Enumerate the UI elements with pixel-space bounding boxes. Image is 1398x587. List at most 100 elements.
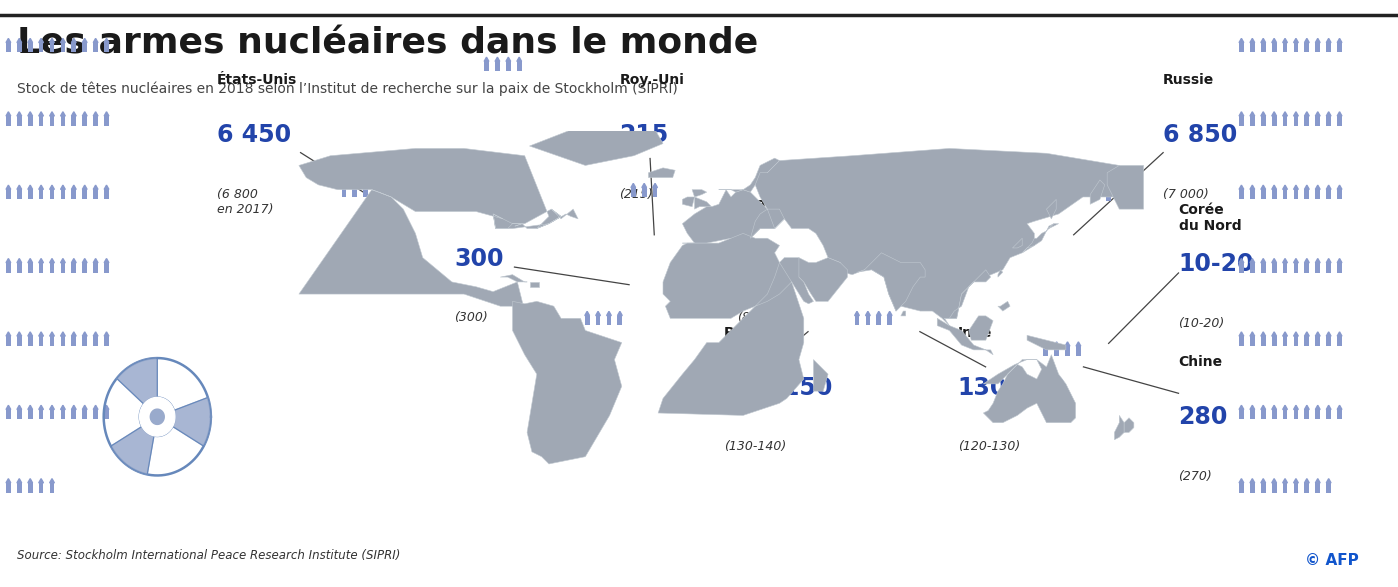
Bar [1338,190,1342,199]
Bar [1250,336,1255,346]
Bar [1076,346,1081,356]
Bar [82,263,87,272]
Polygon shape [596,311,600,316]
Polygon shape [653,183,657,188]
Polygon shape [1239,38,1244,43]
Polygon shape [1338,38,1342,43]
Polygon shape [1293,185,1299,190]
Polygon shape [60,38,66,43]
Bar [17,483,22,492]
Text: 215: 215 [619,123,668,147]
Polygon shape [60,112,66,116]
Polygon shape [28,112,32,116]
Polygon shape [50,478,55,483]
Polygon shape [1316,258,1320,263]
Text: États-Unis: États-Unis [217,73,296,87]
Polygon shape [607,311,611,316]
Polygon shape [1239,405,1244,410]
Bar [28,263,32,272]
Polygon shape [854,311,860,316]
Bar [1283,116,1288,126]
Bar [1272,263,1276,272]
Bar [1327,43,1331,52]
Bar [1272,43,1276,52]
Bar [1261,190,1265,199]
Polygon shape [105,38,109,43]
Polygon shape [50,38,55,43]
Polygon shape [6,405,11,410]
Bar [39,483,43,492]
Bar [1316,116,1320,126]
Polygon shape [94,405,98,410]
Bar [82,336,87,346]
Polygon shape [1261,478,1265,483]
Text: Chine: Chine [1179,355,1223,369]
Bar [1283,336,1288,346]
Polygon shape [1076,342,1081,346]
Polygon shape [341,183,347,188]
Polygon shape [1304,332,1310,336]
Text: Roy.-Uni: Roy.-Uni [619,73,684,87]
Polygon shape [28,38,32,43]
Bar [1239,483,1244,492]
Polygon shape [105,185,109,190]
Text: Corée
du Nord: Corée du Nord [1179,203,1241,232]
Bar [1250,43,1255,52]
Bar [17,336,22,346]
Bar [60,43,66,52]
Polygon shape [1327,258,1331,263]
Bar [1293,263,1299,272]
Polygon shape [1293,258,1299,263]
Polygon shape [1327,332,1331,336]
Bar [6,336,11,346]
Polygon shape [1304,112,1310,116]
Text: 140-150: 140-150 [724,376,833,400]
Polygon shape [94,185,98,190]
Bar [1239,410,1244,419]
Bar [71,336,75,346]
Bar [94,263,98,272]
Bar [28,116,32,126]
Bar [1304,263,1309,272]
Polygon shape [1304,258,1310,263]
Polygon shape [1106,187,1111,191]
Polygon shape [1065,342,1069,346]
Polygon shape [39,185,43,190]
Bar [105,410,109,419]
Polygon shape [1338,258,1342,263]
Bar [1293,336,1299,346]
Polygon shape [484,57,489,62]
Polygon shape [375,183,379,188]
Polygon shape [1250,478,1255,483]
Bar [6,263,11,272]
Polygon shape [1261,258,1265,263]
Polygon shape [94,38,98,43]
Bar [71,190,75,199]
Bar [1272,336,1276,346]
Bar [82,116,87,126]
Bar [1327,263,1331,272]
Bar [50,190,55,199]
Bar [50,410,55,419]
Bar [1338,336,1342,346]
Text: France: France [454,197,507,211]
Polygon shape [71,258,75,263]
Bar [1293,410,1299,419]
Text: 130-140: 130-140 [958,376,1067,400]
Polygon shape [1316,332,1320,336]
Polygon shape [110,426,154,474]
Bar [352,188,356,197]
Polygon shape [1283,405,1288,410]
Polygon shape [105,405,109,410]
Polygon shape [60,258,66,263]
Bar [28,483,32,492]
Polygon shape [1327,405,1331,410]
Bar [1250,116,1255,126]
Polygon shape [172,397,211,446]
Polygon shape [1338,185,1342,190]
Bar [1316,336,1320,346]
Polygon shape [1304,405,1310,410]
Bar [1117,191,1121,201]
Bar [1293,190,1299,199]
Polygon shape [39,478,43,483]
